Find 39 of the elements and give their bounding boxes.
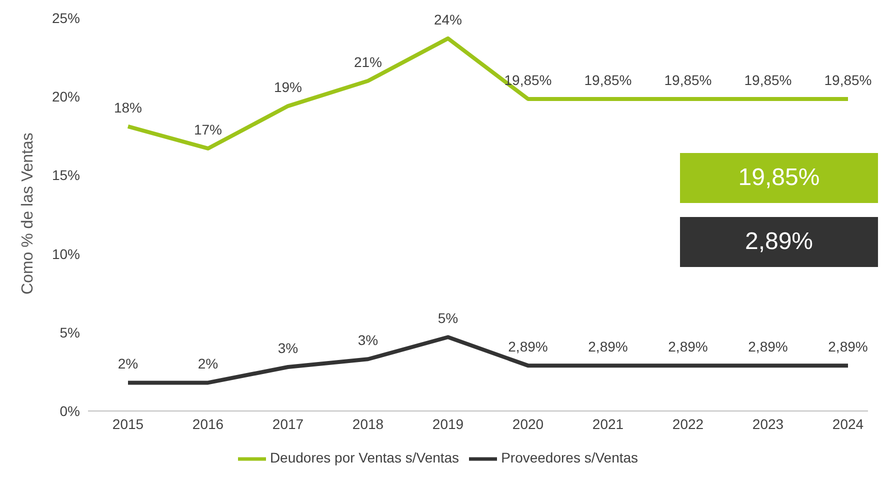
x-tick-label: 2024	[832, 416, 864, 432]
x-tick-label: 2020	[512, 416, 544, 432]
data-label: 3%	[278, 340, 298, 356]
x-tick-label: 2018	[352, 416, 384, 432]
y-tick-label: 5%	[60, 324, 80, 340]
data-label: 2,89%	[828, 338, 868, 355]
x-tick-label: 2019	[432, 416, 464, 432]
data-label: 5%	[438, 310, 458, 326]
data-label: 21%	[354, 54, 382, 70]
y-axis-title: Como % de las Ventas	[20, 132, 37, 294]
data-label: 2,89%	[588, 338, 628, 355]
data-label: 19,85%	[504, 72, 552, 88]
y-tick-label: 10%	[52, 246, 80, 262]
x-tick-label: 2016	[192, 416, 224, 432]
data-label: 2,89%	[508, 338, 548, 355]
data-label: 19,85%	[824, 72, 872, 88]
data-label: 17%	[194, 121, 222, 138]
data-label: 2%	[118, 356, 138, 372]
x-tick-label: 2022	[672, 416, 704, 432]
data-label: 3%	[358, 332, 378, 348]
data-label: 19,85%	[584, 72, 632, 88]
data-label: 24%	[434, 11, 462, 28]
x-tick-label: 2017	[272, 416, 304, 432]
data-label: 2%	[198, 356, 218, 372]
x-tick-label: 2021	[592, 416, 624, 432]
legend-label: Proveedores s/Ventas	[501, 450, 638, 466]
data-label: 2,89%	[668, 338, 708, 355]
data-label: 19,85%	[744, 72, 792, 88]
y-tick-label: 25%	[52, 10, 80, 26]
data-label: 18%	[114, 99, 142, 116]
data-label: 19%	[274, 79, 302, 96]
x-tick-label: 2015	[112, 416, 144, 432]
y-tick-label: 20%	[52, 88, 80, 105]
data-label: 2,89%	[748, 338, 788, 355]
y-tick-label: 0%	[60, 402, 80, 419]
y-tick-label: 15%	[52, 167, 80, 184]
legend-label: Deudores por Ventas s/Ventas	[270, 450, 460, 466]
x-tick-label: 2023	[752, 416, 784, 432]
data-label: 19,85%	[664, 72, 712, 88]
